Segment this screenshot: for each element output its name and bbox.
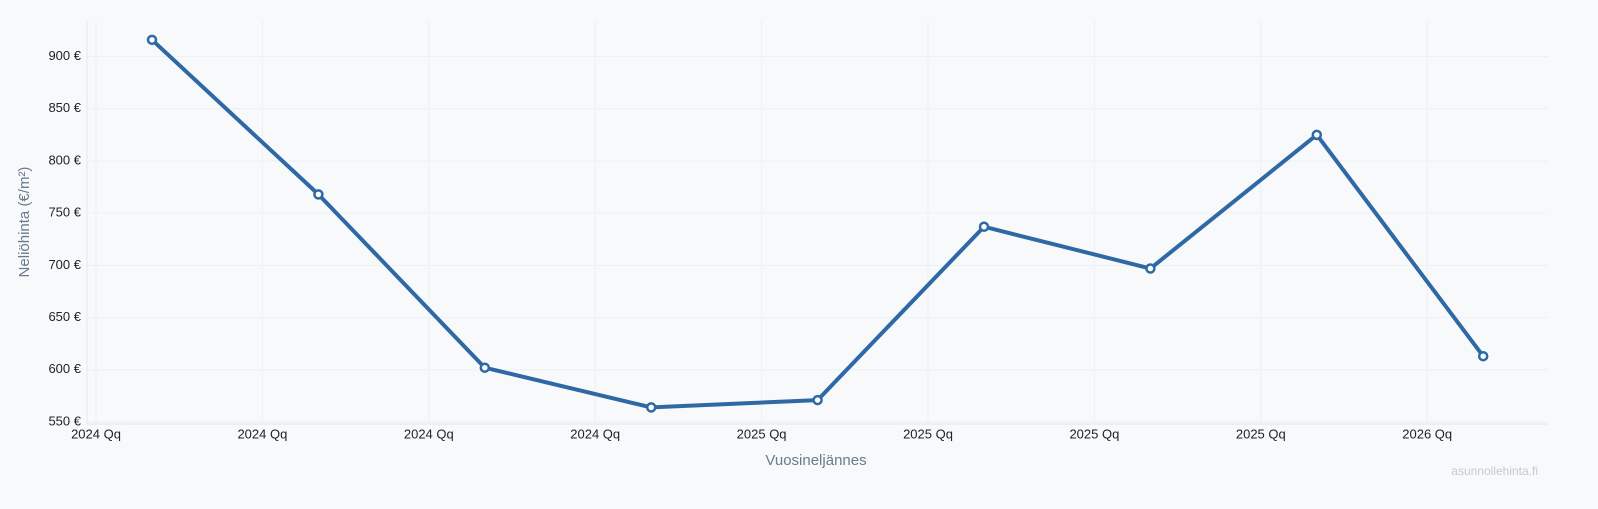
point xyxy=(1477,350,1489,362)
y-tick-label: 750 € xyxy=(48,205,81,220)
point xyxy=(313,189,324,200)
point xyxy=(1145,263,1156,274)
x-tick-label: 2025 Qq xyxy=(1069,426,1119,441)
x-tick-label: 2024 Qq xyxy=(570,426,620,441)
point xyxy=(978,221,990,232)
point xyxy=(146,34,158,46)
y-tick-label: 550 € xyxy=(48,413,81,428)
x-tick-label: 2024 Qq xyxy=(237,426,287,441)
x-tick-label: 2025 Qq xyxy=(903,426,953,441)
x-tick-label: 2025 Qq xyxy=(737,426,787,441)
x-tick-label: 2024 Qq xyxy=(404,426,454,441)
point xyxy=(1311,129,1323,141)
y-axis-title: Neliöhinta (€/m²) xyxy=(16,167,33,278)
y-tick-label: 650 € xyxy=(48,309,81,324)
point xyxy=(479,362,491,373)
point xyxy=(645,402,657,413)
watermark: asunnollehinta.fi xyxy=(1451,464,1538,478)
y-tick-label: 700 € xyxy=(48,257,81,272)
line xyxy=(150,38,1485,410)
x-tick-label: 2024 Qq xyxy=(71,426,121,441)
y-tick-label: 800 € xyxy=(48,152,81,167)
x-tick-label: 2025 Qq xyxy=(1236,426,1286,441)
x-axis-title: Vuosineljännes xyxy=(765,452,866,469)
y-tick-label: 600 € xyxy=(48,361,81,376)
point xyxy=(812,394,823,406)
y-tick-label: 850 € xyxy=(48,100,81,115)
x-tick-label: 2026 Qq xyxy=(1402,426,1452,441)
y-tick-label: 900 € xyxy=(48,48,81,63)
